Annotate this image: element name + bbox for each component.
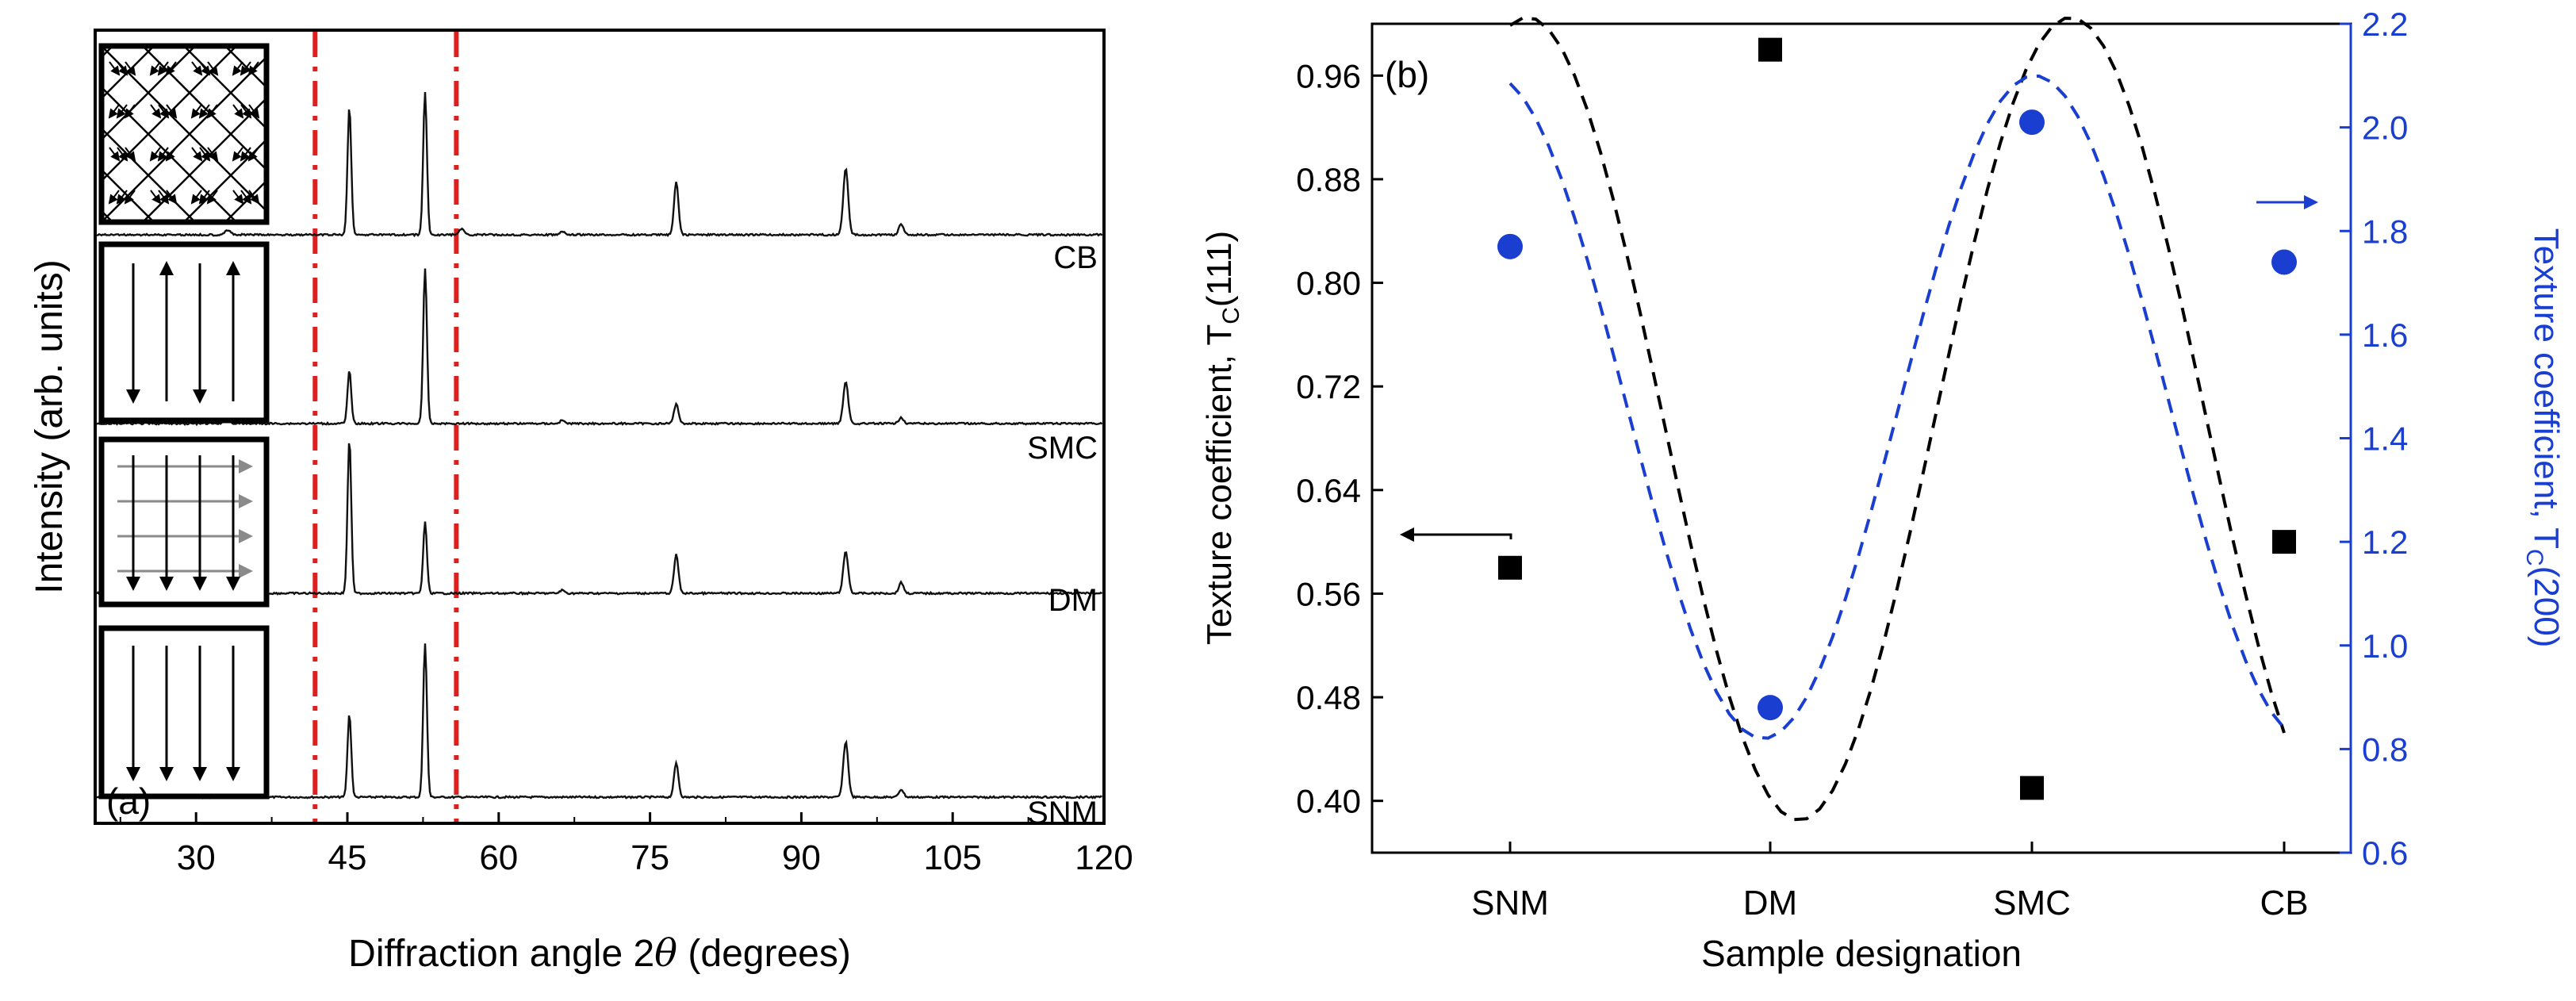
y-axis-title: Intensity (arb. units) xyxy=(29,259,71,594)
left-tick-label: 0.56 xyxy=(1296,575,1361,612)
left-tick-label: 0.48 xyxy=(1296,679,1361,716)
category-label-cb: CB xyxy=(2260,884,2308,922)
x-tick-label: 120 xyxy=(1075,838,1133,877)
x-tick-label: 90 xyxy=(782,838,821,877)
panel-a-frame xyxy=(94,29,1106,825)
scan-pattern-alternating xyxy=(98,241,270,424)
right-tick-label: 1.4 xyxy=(2362,420,2408,458)
category-label-dm: DM xyxy=(1743,884,1797,922)
x-axis-title: Diffraction angle 2θ (degrees) xyxy=(348,931,851,976)
series-labels: SNM DM SMC CB xyxy=(1027,240,1098,830)
data-points xyxy=(1497,37,2297,800)
left-tick-label: 0.72 xyxy=(1296,368,1361,405)
point-tc111-cb xyxy=(2272,530,2296,554)
fit-curve-tc111 xyxy=(1508,16,2286,822)
x-axis-title: Sample designation xyxy=(1701,933,2022,974)
scan-pattern-insets xyxy=(98,43,270,800)
right-tick-label: 2.2 xyxy=(2362,6,2408,43)
x-tick-label: 75 xyxy=(631,838,669,877)
right-tick-label: 1.6 xyxy=(2362,316,2408,354)
left-tick-label: 0.40 xyxy=(1296,783,1361,820)
scan-pattern-chessboard xyxy=(98,43,270,225)
left-tick-label: 0.96 xyxy=(1296,57,1361,94)
right-tick-label: 0.8 xyxy=(2362,731,2408,768)
xrd-trace-cb xyxy=(96,92,1103,238)
x-axis-ticks: 30 45 60 75 90 105 120 xyxy=(119,812,1133,877)
category-ticks: SNM DM SMC CB xyxy=(1471,842,2309,922)
right-tick-label: 1.2 xyxy=(2362,524,2408,561)
x-tick-label: 60 xyxy=(479,838,518,877)
panel-a: 30 45 60 75 90 105 120 SNM DM SMC CB (a) Diffract… xyxy=(29,29,1133,976)
point-tc200-dm xyxy=(1758,695,1783,721)
series-label-snm: SNM xyxy=(1027,796,1098,830)
fit-curve-tc200 xyxy=(1508,74,2286,740)
point-tc200-cb xyxy=(2271,249,2297,275)
scan-pattern-cross xyxy=(98,436,270,608)
right-tick-label: 2.0 xyxy=(2362,109,2408,147)
x-tick-label: 45 xyxy=(328,838,367,877)
right-tick-label: 1.0 xyxy=(2362,627,2408,665)
left-axis-title: Texture coefficient, TC(111) xyxy=(1200,231,1244,645)
left-axis-arrow xyxy=(1400,527,1512,542)
x-tick-label: 30 xyxy=(177,838,216,877)
right-axis-title: Texture coefficient, TC(200) xyxy=(2521,228,2566,648)
panel-b-label: (b) xyxy=(1385,54,1429,95)
panel-b: 0.40 0.48 0.56 0.64 0.72 0.80 0.88 0.96 0.6 0.8 1… xyxy=(1200,6,2566,974)
reference-lines xyxy=(312,32,459,822)
category-label-smc: SMC xyxy=(1993,884,2071,922)
point-tc200-snm xyxy=(1497,233,1523,259)
series-label-smc: SMC xyxy=(1027,431,1098,466)
left-axis-ticks: 0.40 0.48 0.56 0.64 0.72 0.80 0.88 0.96 xyxy=(1296,57,1383,820)
point-tc200-smc xyxy=(2019,109,2045,136)
series-label-cb: CB xyxy=(1053,240,1098,275)
point-tc111-snm xyxy=(1498,555,1522,580)
right-axis-ticks: 0.6 0.8 1.0 1.2 1.4 1.6 1.8 2.0 2.2 xyxy=(2340,6,2408,872)
scan-pattern-unidirectional xyxy=(98,625,270,800)
right-tick-label: 0.6 xyxy=(2362,834,2408,872)
left-tick-label: 0.88 xyxy=(1296,161,1361,198)
point-tc111-dm xyxy=(1758,37,1782,62)
right-tick-label: 1.8 xyxy=(2362,213,2408,250)
left-tick-label: 0.64 xyxy=(1296,472,1361,509)
fit-curves xyxy=(1508,16,2286,822)
panel-b-frame xyxy=(1370,22,2352,854)
series-label-dm: DM xyxy=(1048,583,1098,618)
panel-a-label: (a) xyxy=(106,780,151,822)
x-tick-label: 105 xyxy=(923,838,981,877)
category-label-snm: SNM xyxy=(1471,884,1549,922)
point-tc111-smc xyxy=(2020,776,2044,800)
left-tick-label: 0.80 xyxy=(1296,265,1361,302)
